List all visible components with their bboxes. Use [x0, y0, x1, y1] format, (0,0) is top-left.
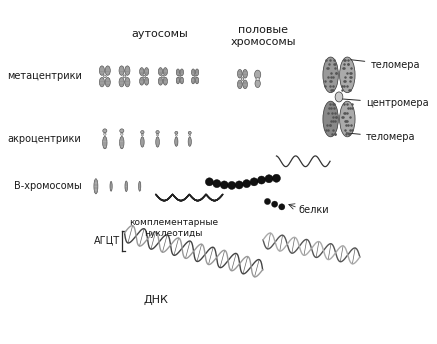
Circle shape [257, 176, 266, 184]
Ellipse shape [156, 137, 160, 147]
Ellipse shape [340, 101, 355, 137]
Ellipse shape [237, 80, 242, 89]
Ellipse shape [255, 79, 260, 87]
Text: метацентрики: метацентрики [7, 71, 82, 82]
Text: АГЦТ: АГЦТ [94, 235, 120, 245]
Ellipse shape [141, 137, 144, 147]
Ellipse shape [119, 66, 124, 75]
Text: ДНК: ДНК [143, 295, 168, 305]
Circle shape [213, 180, 221, 187]
Ellipse shape [103, 136, 107, 149]
Ellipse shape [188, 131, 191, 134]
Ellipse shape [323, 57, 338, 93]
Text: теломера: теломера [350, 60, 420, 70]
Ellipse shape [323, 101, 338, 137]
Circle shape [279, 204, 285, 210]
Circle shape [264, 198, 271, 205]
Ellipse shape [119, 77, 124, 87]
Ellipse shape [256, 78, 260, 80]
Ellipse shape [125, 77, 130, 87]
Ellipse shape [175, 137, 178, 146]
Circle shape [243, 180, 251, 187]
Ellipse shape [120, 129, 124, 133]
Ellipse shape [139, 68, 144, 75]
Ellipse shape [195, 69, 199, 76]
Ellipse shape [104, 75, 106, 78]
Ellipse shape [180, 77, 184, 84]
Ellipse shape [241, 78, 244, 80]
Ellipse shape [104, 133, 106, 136]
Ellipse shape [125, 181, 128, 192]
Ellipse shape [191, 69, 195, 76]
Ellipse shape [141, 134, 143, 136]
Ellipse shape [99, 77, 104, 87]
Text: аутосомы: аутосомы [132, 29, 189, 39]
Ellipse shape [162, 75, 164, 77]
Ellipse shape [123, 75, 126, 78]
Circle shape [205, 178, 213, 186]
Ellipse shape [243, 80, 247, 89]
Ellipse shape [243, 69, 247, 78]
Ellipse shape [176, 69, 180, 76]
Ellipse shape [163, 68, 167, 75]
Ellipse shape [189, 135, 191, 136]
Text: половые
хромосомы: половые хромосомы [230, 25, 296, 47]
Ellipse shape [175, 131, 178, 134]
Ellipse shape [237, 69, 242, 78]
Ellipse shape [195, 77, 199, 84]
Ellipse shape [103, 129, 107, 133]
Ellipse shape [139, 181, 141, 191]
Text: В-хромосомы: В-хромосомы [14, 181, 82, 191]
Ellipse shape [175, 135, 177, 136]
Ellipse shape [176, 77, 180, 84]
Ellipse shape [139, 77, 144, 85]
Ellipse shape [188, 137, 191, 146]
Ellipse shape [105, 66, 110, 75]
Ellipse shape [94, 179, 98, 194]
Text: комплементарные
нуклеотиды: комплементарные нуклеотиды [129, 218, 218, 238]
Circle shape [271, 201, 278, 207]
Ellipse shape [156, 130, 159, 134]
Ellipse shape [144, 77, 149, 85]
Ellipse shape [158, 77, 163, 85]
Ellipse shape [105, 77, 110, 87]
Ellipse shape [158, 68, 163, 75]
Ellipse shape [254, 70, 261, 79]
Ellipse shape [340, 57, 355, 93]
Ellipse shape [99, 66, 104, 75]
Circle shape [250, 178, 258, 186]
Text: белки: белки [299, 205, 329, 215]
Text: центромера: центромера [342, 98, 428, 108]
Ellipse shape [179, 75, 181, 77]
Ellipse shape [163, 77, 167, 85]
Ellipse shape [144, 68, 149, 75]
Ellipse shape [180, 69, 184, 76]
Ellipse shape [156, 134, 159, 136]
Text: акроцентрики: акроцентрики [8, 134, 82, 144]
Circle shape [228, 181, 236, 190]
Circle shape [235, 181, 243, 189]
Ellipse shape [143, 75, 146, 77]
Ellipse shape [121, 133, 123, 136]
Ellipse shape [335, 92, 343, 102]
Text: теломера: теломера [346, 132, 415, 142]
Ellipse shape [191, 77, 195, 84]
Circle shape [265, 175, 273, 183]
Ellipse shape [194, 75, 196, 77]
Ellipse shape [110, 181, 112, 191]
Circle shape [272, 174, 281, 182]
Ellipse shape [125, 66, 130, 75]
Circle shape [220, 181, 228, 189]
Ellipse shape [120, 136, 124, 149]
Ellipse shape [141, 130, 144, 134]
